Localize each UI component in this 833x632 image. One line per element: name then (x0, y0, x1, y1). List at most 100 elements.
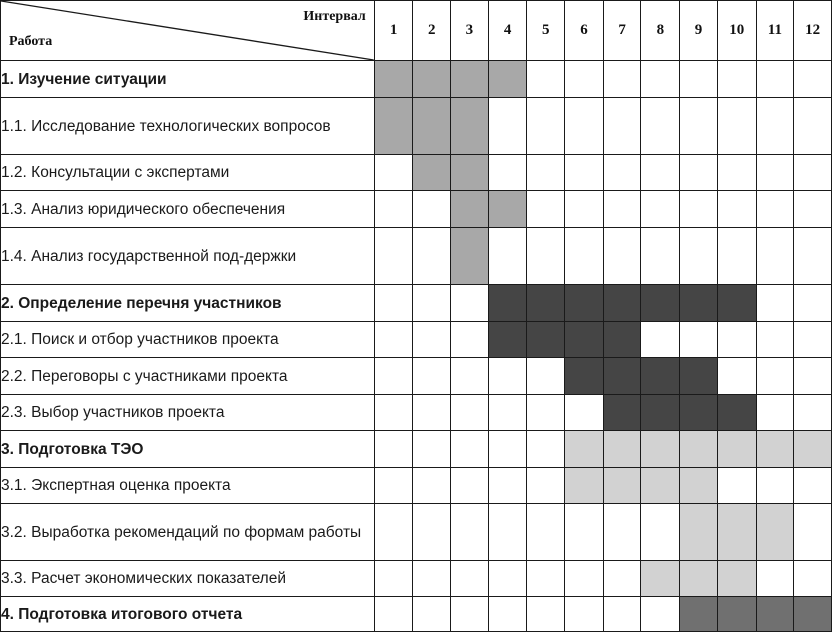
empty-cell (526, 430, 566, 468)
task-label: 2.3. Выбор участников проекта (0, 394, 375, 431)
gantt-bar-cell (679, 467, 718, 504)
gantt-bar-cell (602, 430, 642, 468)
empty-cell (793, 357, 832, 395)
empty-cell (602, 97, 642, 155)
gantt-bar-cell (412, 97, 452, 155)
empty-cell (716, 321, 757, 358)
gantt-bar-cell (793, 596, 832, 632)
empty-cell (793, 467, 832, 504)
task-label: 1.3. Анализ юридического обеспечения (0, 190, 375, 228)
empty-cell (412, 596, 452, 632)
empty-cell (373, 596, 414, 632)
empty-cell (793, 60, 832, 98)
empty-cell (640, 154, 681, 191)
empty-cell (412, 503, 452, 561)
gantt-bar-cell (450, 154, 489, 191)
task-row: 3. Подготовка ТЭО (0, 430, 832, 468)
gantt-bar-cell (679, 560, 718, 597)
empty-cell (526, 596, 566, 632)
empty-cell (412, 357, 452, 395)
empty-cell (679, 97, 718, 155)
empty-cell (450, 560, 489, 597)
empty-cell (755, 321, 795, 358)
gantt-bar-cell (755, 596, 795, 632)
empty-cell (526, 154, 566, 191)
empty-cell (487, 227, 528, 285)
interval-header-10: 10 (716, 0, 757, 61)
gantt-bar-cell (564, 284, 604, 322)
empty-cell (793, 190, 832, 228)
gantt-bar-cell (602, 357, 642, 395)
task-label: 2.1. Поиск и отбор участников проекта (0, 321, 375, 358)
empty-cell (526, 227, 566, 285)
empty-cell (450, 321, 489, 358)
empty-cell (755, 357, 795, 395)
interval-header-2: 2 (412, 0, 452, 61)
gantt-bar-cell (564, 321, 604, 358)
interval-header-label: Интервал (303, 9, 366, 24)
empty-cell (373, 503, 414, 561)
gantt-bar-cell (564, 467, 604, 504)
task-label: 1.4. Анализ государственной под-держки (0, 227, 375, 285)
empty-cell (640, 97, 681, 155)
task-row: 1.3. Анализ юридического обеспечения (0, 190, 832, 228)
empty-cell (373, 394, 414, 431)
empty-cell (526, 503, 566, 561)
empty-cell (373, 467, 414, 504)
empty-cell (679, 190, 718, 228)
empty-cell (679, 60, 718, 98)
empty-cell (373, 357, 414, 395)
empty-cell (526, 394, 566, 431)
empty-cell (793, 284, 832, 322)
empty-cell (716, 467, 757, 504)
gantt-bar-cell (450, 227, 489, 285)
empty-cell (679, 154, 718, 191)
gantt-bar-cell (679, 394, 718, 431)
empty-cell (487, 467, 528, 504)
gantt-bar-cell (716, 430, 757, 468)
gantt-bar-cell (602, 284, 642, 322)
empty-cell (487, 97, 528, 155)
task-label: 3. Подготовка ТЭО (0, 430, 375, 468)
empty-cell (412, 430, 452, 468)
empty-cell (450, 467, 489, 504)
empty-cell (450, 430, 489, 468)
empty-cell (487, 357, 528, 395)
empty-cell (793, 503, 832, 561)
gantt-bar-cell (679, 357, 718, 395)
empty-cell (487, 503, 528, 561)
empty-cell (755, 154, 795, 191)
task-row: 1.2. Консультации с экспертами (0, 154, 832, 191)
empty-cell (755, 60, 795, 98)
gantt-bar-cell (755, 430, 795, 468)
empty-cell (487, 394, 528, 431)
empty-cell (373, 284, 414, 322)
task-row: 2.1. Поиск и отбор участников проекта (0, 321, 832, 358)
empty-cell (602, 560, 642, 597)
empty-cell (450, 503, 489, 561)
task-label: 1.1. Исследование технологических вопрос… (0, 97, 375, 155)
empty-cell (793, 154, 832, 191)
gantt-bar-cell (716, 284, 757, 322)
empty-cell (564, 503, 604, 561)
gantt-bar-cell (716, 560, 757, 597)
empty-cell (793, 394, 832, 431)
gantt-bar-cell (564, 430, 604, 468)
gantt-bar-cell (450, 97, 489, 155)
empty-cell (412, 227, 452, 285)
empty-cell (716, 154, 757, 191)
gantt-bar-cell (564, 357, 604, 395)
empty-cell (564, 190, 604, 228)
empty-cell (602, 60, 642, 98)
task-label: 3.1. Экспертная оценка проекта (0, 467, 375, 504)
gantt-bar-cell (755, 503, 795, 561)
empty-cell (679, 227, 718, 285)
interval-header-5: 5 (526, 0, 566, 61)
empty-cell (755, 284, 795, 322)
interval-header-11: 11 (755, 0, 795, 61)
task-label: 3.2. Выработка рекомендаций по формам ра… (0, 503, 375, 561)
interval-header-7: 7 (602, 0, 642, 61)
gantt-bar-cell (602, 394, 642, 431)
empty-cell (640, 227, 681, 285)
task-label: 4. Подготовка итогового отчета (0, 596, 375, 632)
